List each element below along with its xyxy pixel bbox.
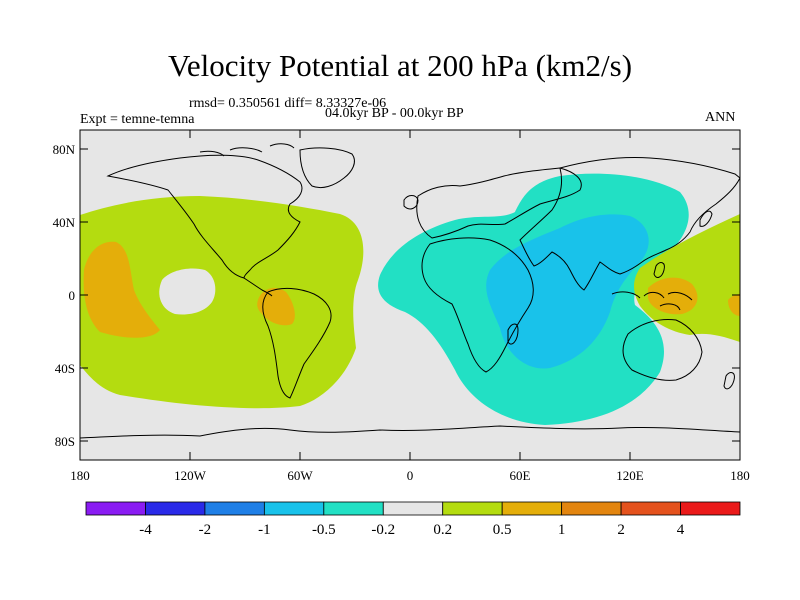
period-label: 04.0kyr BP - 00.0kyr BP xyxy=(325,106,464,121)
lon-label-120w: 120W xyxy=(174,468,207,483)
colorbar xyxy=(85,501,741,516)
coastline-maritime-continent xyxy=(611,291,693,311)
season-label: ANN xyxy=(705,110,736,125)
coastline-antarctica xyxy=(80,425,740,439)
colorbar-swatch xyxy=(85,501,146,516)
contour-positive-weak-pacific xyxy=(80,196,364,409)
lat-label-eq: 0 xyxy=(69,288,76,303)
colorbar-swatch xyxy=(620,501,681,516)
colorbar-tick-label: 1 xyxy=(558,522,566,538)
lat-label-40s: 40S xyxy=(55,361,75,376)
coastline-north-america xyxy=(106,154,303,279)
coastline-philippines xyxy=(653,262,665,278)
contour-positive-mid-dateline xyxy=(728,294,740,316)
coastline-arctic-islands xyxy=(199,143,295,157)
colorbar-swatch xyxy=(442,501,503,516)
colorbar-swatch xyxy=(204,501,265,516)
contour-negative-mid-indian xyxy=(486,214,649,369)
lon-label-180e: 180 xyxy=(730,468,750,483)
colorbar-swatch xyxy=(680,501,741,516)
coastline-europe xyxy=(416,167,582,239)
colorbar-tick-label: 4 xyxy=(677,522,685,538)
coastline-madagascar xyxy=(507,323,519,345)
colorbar-tick-label: -0.5 xyxy=(312,522,336,538)
coastline-africa xyxy=(421,237,534,373)
lon-label-120e: 120E xyxy=(616,468,644,483)
colorbar-tick-label: 0.5 xyxy=(493,522,512,538)
lat-label-80n: 80N xyxy=(53,142,76,157)
colorbar-tick-label: -2 xyxy=(199,522,212,538)
lat-label-40n: 40N xyxy=(53,215,76,230)
contour-positive-mid-southamerica xyxy=(257,287,295,326)
coastline-australia xyxy=(622,319,703,381)
colorbar-swatch xyxy=(323,501,384,516)
colorbar-swatch xyxy=(382,501,444,516)
stats-text: rmsd= 0.350561 diff= 8.33327e-06 xyxy=(189,96,387,111)
contour-fields xyxy=(80,143,740,439)
colorbar-tick-label: -0.2 xyxy=(371,522,395,538)
coastline-south-america xyxy=(262,287,332,399)
colorbar-swatch xyxy=(501,501,563,516)
colorbar-swatch xyxy=(263,501,325,516)
coastline-greenland xyxy=(299,147,355,189)
contour-positive-mid-westpacific xyxy=(648,277,698,315)
colorbar-swatch xyxy=(145,501,206,516)
lon-axis xyxy=(79,130,741,460)
colorbar-tick-label: -1 xyxy=(258,522,271,538)
coastline-central-america xyxy=(243,277,273,297)
colorbar-tick-label: 2 xyxy=(617,522,625,538)
map-title: Velocity Potential at 200 hPa (km2/s) xyxy=(167,48,633,83)
colorbar-swatch xyxy=(561,501,622,516)
lat-label-80s: 80S xyxy=(55,434,75,449)
coastline-british-isles xyxy=(403,195,419,210)
lon-label-60e: 60E xyxy=(510,468,531,483)
lon-label-0: 0 xyxy=(407,468,414,483)
colorbar-tick-label: -4 xyxy=(139,522,152,538)
contour-positive-mid-pacific xyxy=(83,241,160,338)
coastline-new-zealand xyxy=(723,372,735,390)
coastline-japan xyxy=(699,210,713,227)
experiment-label: Expt = temne-temna xyxy=(80,112,195,127)
lon-label-180w: 180 xyxy=(70,468,90,483)
lon-label-60w: 60W xyxy=(287,468,313,483)
contour-neutral-hole xyxy=(159,268,216,315)
lat-axis xyxy=(80,148,740,442)
colorbar-labels: -4 -2 -1 -0.5 -0.2 0.2 0.5 1 2 4 xyxy=(139,522,685,538)
colorbar-tick-label: 0.2 xyxy=(433,522,452,538)
